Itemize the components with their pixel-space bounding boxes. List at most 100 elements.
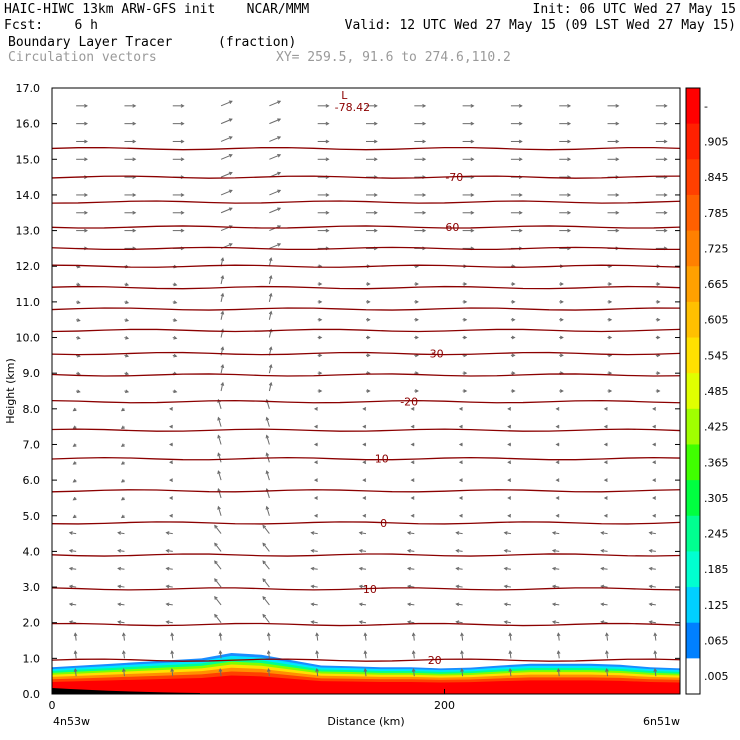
contour-line — [51, 146, 681, 151]
vector-head — [325, 121, 330, 126]
vector-head — [84, 228, 88, 233]
colorbar-label: .725 — [704, 242, 729, 255]
contour-line — [51, 351, 681, 356]
vector-head — [310, 620, 315, 625]
vector — [456, 585, 463, 588]
vector-head — [84, 139, 88, 144]
vector — [509, 651, 512, 659]
vector — [262, 596, 270, 606]
vector-head — [120, 479, 125, 483]
vector-head — [228, 136, 233, 140]
vector-head — [511, 353, 516, 358]
x-endpoint-right: 6n51w — [643, 715, 680, 728]
contour-line — [51, 457, 681, 461]
contour-label: -10 — [371, 453, 389, 466]
vector — [316, 633, 319, 641]
vector-head — [165, 566, 170, 571]
vector-head — [318, 317, 323, 322]
vector-head — [315, 667, 319, 672]
vector-head — [170, 650, 175, 655]
vector — [262, 560, 270, 570]
vector-head — [72, 496, 77, 501]
vector-head — [169, 496, 173, 500]
colorbar-label: .065 — [704, 635, 729, 648]
vector-head — [262, 595, 267, 600]
vector — [267, 633, 270, 641]
vector-head — [460, 667, 464, 672]
colorbar-label: .245 — [704, 528, 729, 541]
vector-head — [165, 584, 170, 589]
vector — [219, 633, 222, 641]
vector-head — [173, 300, 178, 305]
vector-head — [72, 407, 77, 412]
vector-head — [366, 282, 371, 286]
vector-head — [228, 100, 233, 104]
vector-head — [410, 496, 415, 500]
vector-head — [567, 121, 572, 126]
vector — [407, 550, 415, 552]
vector — [214, 560, 222, 570]
vector-head — [511, 371, 516, 376]
vector — [311, 567, 318, 570]
vector-head — [220, 274, 225, 279]
vector-head — [217, 487, 221, 492]
vector-head — [120, 407, 125, 412]
vector-head — [180, 210, 185, 215]
vector-head — [508, 650, 513, 655]
vector — [69, 567, 77, 570]
vector-head — [362, 496, 367, 500]
vector-head — [310, 602, 315, 607]
vector-head — [318, 282, 323, 286]
vector — [649, 567, 656, 570]
title-line1-left: HAIC-HIWC 13km ARW-GFS init NCAR/MMM — [4, 2, 310, 17]
vector-head — [132, 157, 137, 162]
vector-head — [366, 389, 371, 393]
y-tick-label: 14.0 — [16, 189, 41, 202]
vector-head — [84, 103, 88, 108]
vector-head — [458, 442, 463, 447]
vector-head — [262, 578, 267, 583]
vector-head — [218, 667, 223, 672]
vector-head — [656, 371, 661, 376]
vector-head — [173, 353, 178, 358]
vector-head — [470, 139, 475, 144]
vector-head — [165, 531, 170, 535]
vector-head — [121, 650, 126, 655]
vector-head — [410, 513, 415, 518]
vector-head — [603, 513, 608, 518]
vector-head — [373, 157, 378, 162]
vector-head — [310, 566, 315, 571]
vector — [364, 651, 367, 659]
colorbar-swatch — [686, 480, 700, 517]
vector — [504, 621, 511, 624]
vector-head — [458, 406, 463, 411]
contour-line — [51, 658, 681, 662]
vector — [552, 621, 560, 624]
vector-head — [310, 584, 315, 589]
vector-head — [173, 336, 178, 340]
vector — [311, 585, 318, 588]
vector — [269, 118, 281, 125]
vector — [269, 100, 281, 107]
vector-head — [228, 189, 233, 194]
vector-head — [358, 566, 363, 571]
vector-head — [313, 442, 318, 447]
vector-head — [663, 103, 668, 108]
vector-head — [277, 189, 282, 194]
vector-head — [325, 139, 330, 144]
vector — [557, 668, 560, 677]
vector — [407, 567, 415, 570]
vector-head — [325, 157, 330, 162]
vector-head — [120, 496, 125, 501]
vector-head — [656, 282, 661, 286]
vector-head — [603, 442, 608, 447]
vector — [74, 651, 77, 659]
vector-head — [358, 620, 363, 625]
vector-head — [84, 121, 88, 126]
vector-head — [463, 335, 468, 340]
vector-head — [268, 381, 273, 386]
vector-head — [567, 139, 572, 144]
circulation-vectors — [68, 100, 668, 677]
vector-head — [325, 228, 330, 233]
